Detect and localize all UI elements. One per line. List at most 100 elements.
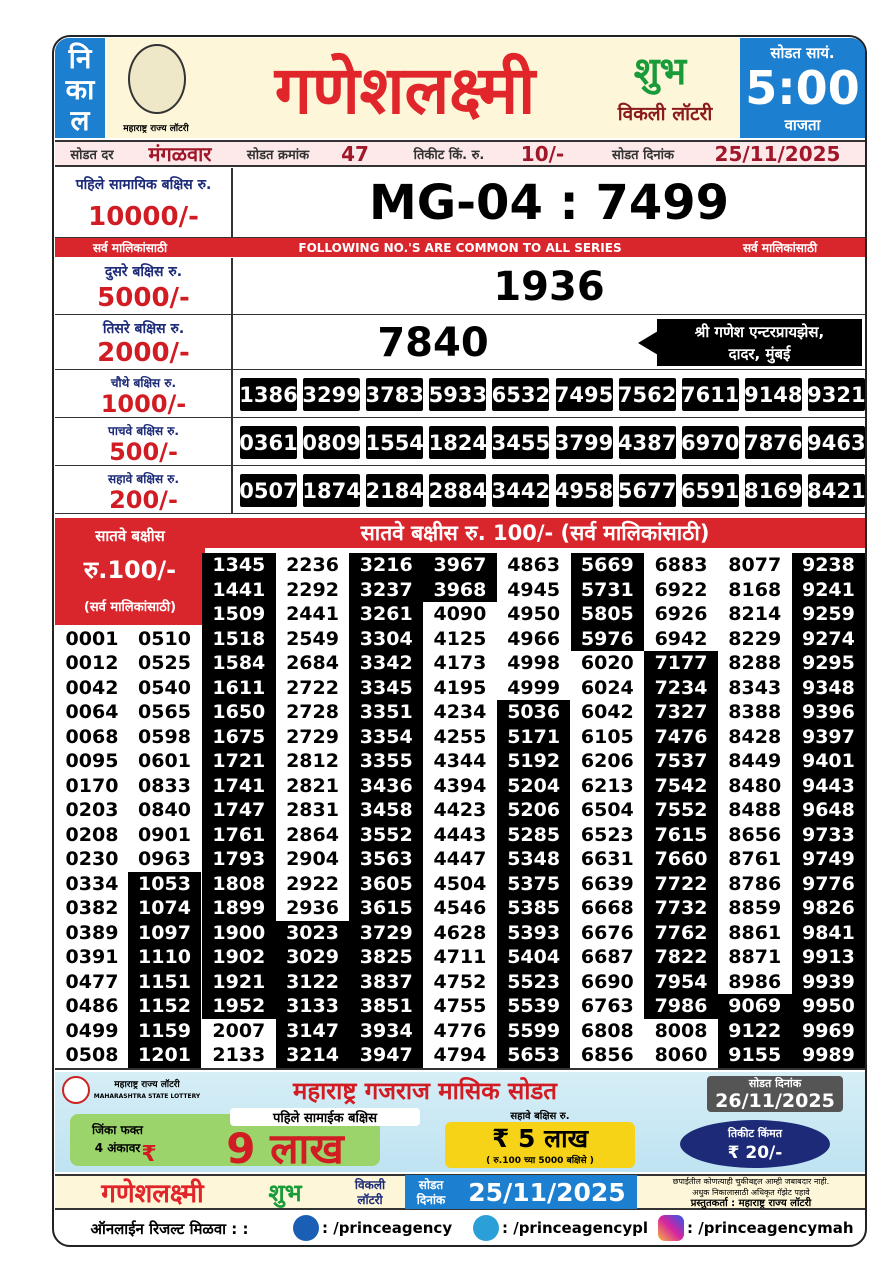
prize-row	[55, 370, 865, 418]
seventh-number: 3216	[349, 553, 424, 578]
frame	[52, 35, 867, 1247]
seventh-number: 0068	[56, 724, 128, 749]
seventh-number: 3436	[349, 773, 424, 798]
ad-sixth-label: सहावे बक्षिस रु.	[510, 1111, 570, 1122]
seventh-number: 0001	[56, 626, 128, 651]
nikal-letter: का	[65, 72, 95, 106]
seventh-number: 9969	[791, 1018, 866, 1043]
seventh-number: 4394	[423, 773, 497, 798]
seventh-number: 7234	[644, 675, 718, 700]
seventh-number: 6042	[570, 700, 645, 725]
seventh-number: 1761	[202, 822, 276, 847]
seventh-number: 6883	[644, 553, 718, 578]
seventh-number: 9939	[791, 969, 866, 994]
info-label: तिकीट किं. रु.	[413, 147, 485, 163]
divider	[231, 466, 233, 514]
agent-line: श्री गणेश एन्टरप्रायझेस,	[694, 323, 825, 341]
seventh-number: 4090	[423, 602, 497, 627]
prize-number-box: 7611	[681, 378, 739, 411]
prize-number-box: 3455	[492, 426, 550, 459]
prize-number-box: 0507	[239, 474, 298, 507]
seventh-number: 5599	[496, 1018, 571, 1043]
seventh-number: 3563	[349, 847, 424, 872]
seventh-number: 6856	[570, 1043, 645, 1068]
seventh-number: 7327	[644, 700, 718, 725]
seventh-number: 3605	[349, 871, 424, 896]
time-inner	[752, 64, 854, 114]
seventh-number: 5523	[496, 969, 571, 994]
seventh-number: 1441	[202, 577, 276, 602]
seventh-number: 7177	[644, 651, 718, 676]
divider	[231, 370, 233, 418]
seventh-number: 7552	[644, 798, 718, 823]
seventh-number: 5036	[496, 700, 571, 725]
agent-line: दादर, मुंबई	[728, 345, 791, 363]
seventh-number: 3304	[349, 626, 424, 651]
ad-logo-mr: महाराष्ट्र राज्य लॉटरी	[114, 1079, 180, 1090]
seventh-number: 4794	[423, 1043, 497, 1068]
seventh-number: 1921	[202, 969, 276, 994]
seventh-number: 6206	[570, 749, 645, 774]
footer-date-label: दिनांक	[416, 1193, 446, 1207]
seventh-number: 1721	[202, 749, 276, 774]
prize-amount: 200/-	[109, 485, 178, 514]
prize-label: पहिले सामायिक बक्षिस रु.	[75, 177, 212, 194]
seventh-number: 7762	[644, 920, 718, 945]
seventh-number: 8861	[717, 920, 792, 945]
seventh-number: 2831	[275, 798, 350, 823]
prize-number-box: 3442	[492, 474, 550, 507]
seventh-number: 7822	[644, 945, 718, 970]
seventh-number: 0486	[56, 994, 128, 1019]
prize-number-box: 1874	[302, 474, 361, 507]
seventh-number: 4628	[423, 920, 497, 945]
seventh-number: 9776	[791, 871, 866, 896]
seventh-number: 8388	[717, 700, 792, 725]
seventh-number: 8859	[717, 896, 792, 921]
seventh-number: 4125	[423, 626, 497, 651]
banner-text: सर्व मालिकांसाठी	[742, 241, 818, 255]
seventh-number: 9295	[791, 651, 866, 676]
seventh-number: 0508	[56, 1043, 128, 1068]
ad-sixth-box	[445, 1122, 635, 1168]
seventh-number: 1902	[202, 945, 276, 970]
prize-number: MG-04 : 7499	[368, 175, 730, 231]
seventh-number: 9826	[791, 896, 866, 921]
seventh-number: 1074	[128, 896, 201, 921]
seventh-number: 8060	[644, 1043, 718, 1068]
seventh-number: 8986	[717, 969, 792, 994]
grid-bottom	[55, 1068, 865, 1070]
ad-sixth: ₹ 5 लाख	[491, 1124, 589, 1153]
ad-sixth-note: ( रु.100 च्या 5000 बक्षिसे )	[486, 1155, 594, 1166]
seventh-number: 1053	[128, 871, 201, 896]
seventh-number: 2133	[202, 1043, 276, 1068]
seventh-number: 4999	[496, 675, 571, 700]
seventh-number: 0064	[56, 700, 128, 725]
seventh-number: 0565	[128, 700, 201, 725]
info-value: 25/11/2025	[714, 141, 841, 166]
seventh-number: 3355	[349, 749, 424, 774]
footer-weekly: लॉटरी	[357, 1193, 383, 1207]
seventh-number: 2722	[275, 675, 350, 700]
seventh-number: 8288	[717, 651, 792, 676]
divider	[231, 315, 233, 370]
prize-label: दुसरे बक्षिस रु.	[104, 264, 183, 281]
prize-number-box: 1824	[429, 426, 487, 459]
seventh-number: 8214	[717, 602, 792, 627]
title: गणेशलक्ष्मी	[274, 51, 536, 129]
seventh-number: 7542	[644, 773, 718, 798]
prize-number-box: 8169	[744, 474, 803, 507]
seventh-number: 0601	[128, 749, 201, 774]
seventh-number: 6763	[570, 994, 645, 1019]
ad-title: महाराष्ट्र गजराज मासिक सोडत	[293, 1076, 557, 1105]
seventh-number: 8871	[717, 945, 792, 970]
seventh-number: 4752	[423, 969, 497, 994]
prize-number-box: 2884	[429, 474, 487, 507]
prize-number-box: 7876	[744, 426, 803, 459]
seventh-number: 3237	[349, 577, 424, 602]
seventh-number: 5285	[496, 822, 571, 847]
seventh-number: 5206	[496, 798, 571, 823]
footer-shubh: शुभ	[268, 1178, 302, 1207]
seventh-number: 9241	[791, 577, 866, 602]
seventh-label-bg	[55, 518, 205, 625]
seventh-number: 3342	[349, 651, 424, 676]
